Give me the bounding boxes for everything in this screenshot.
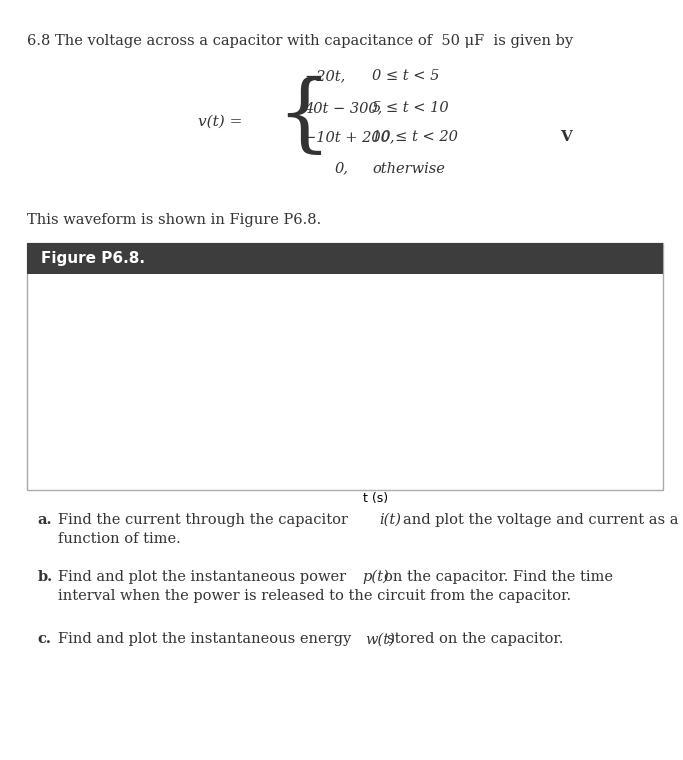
Text: V: V: [560, 130, 572, 144]
Text: i(t): i(t): [379, 513, 401, 527]
Text: 0,: 0,: [335, 162, 348, 176]
Text: otherwise: otherwise: [372, 162, 445, 176]
Text: stored on the capacitor.: stored on the capacitor.: [387, 632, 563, 646]
Text: 10 ≤ t < 20: 10 ≤ t < 20: [372, 130, 458, 144]
Text: This waveform is shown in Figure P6.8.: This waveform is shown in Figure P6.8.: [27, 213, 322, 226]
Y-axis label: v(t) (V): v(t) (V): [43, 358, 56, 402]
Text: a.: a.: [38, 513, 52, 527]
Text: on the capacitor. Find the time: on the capacitor. Find the time: [384, 570, 613, 584]
Text: w(t): w(t): [365, 632, 395, 646]
Text: function of time.: function of time.: [58, 532, 181, 546]
Text: {: {: [277, 76, 331, 160]
Text: Find and plot the instantaneous power: Find and plot the instantaneous power: [58, 570, 351, 584]
Text: −10t + 200,: −10t + 200,: [304, 130, 395, 144]
Text: 40t − 300,: 40t − 300,: [304, 101, 382, 115]
Text: Find and plot the instantaneous energy: Find and plot the instantaneous energy: [58, 632, 356, 646]
X-axis label: t (s): t (s): [363, 492, 388, 505]
Text: 5 ≤ t < 10: 5 ≤ t < 10: [372, 101, 449, 115]
Text: Find the current through the capacitor: Find the current through the capacitor: [58, 513, 352, 527]
Text: interval when the power is released to the circuit from the capacitor.: interval when the power is released to t…: [58, 589, 571, 603]
Text: v(t) =: v(t) =: [198, 115, 242, 128]
Text: p(t): p(t): [362, 570, 389, 584]
Title: Voltage Across Capacitor: Voltage Across Capacitor: [277, 278, 474, 293]
Text: −20t,: −20t,: [304, 69, 345, 83]
Text: and plot the voltage and current as a: and plot the voltage and current as a: [403, 513, 678, 527]
Text: 6.8 The voltage across a capacitor with capacitance of  50 μF  is given by: 6.8 The voltage across a capacitor with …: [27, 34, 574, 48]
Text: 0 ≤ t < 5: 0 ≤ t < 5: [372, 69, 440, 83]
Text: c.: c.: [38, 632, 51, 646]
Text: b.: b.: [38, 570, 53, 584]
Text: Figure P6.8.: Figure P6.8.: [41, 251, 145, 266]
